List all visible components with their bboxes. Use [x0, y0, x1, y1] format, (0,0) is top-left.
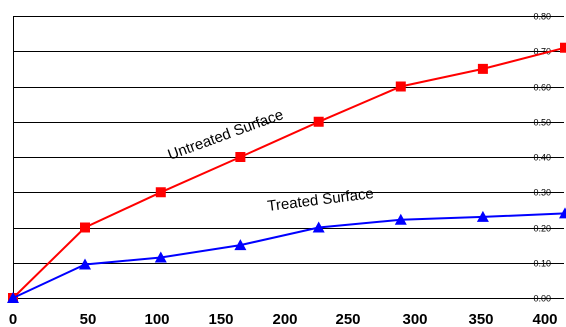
series-line-untreated	[12, 46, 566, 299]
data-point-untreated	[477, 63, 488, 74]
data-point-treated	[154, 251, 167, 263]
x-tick-label: 50	[80, 311, 97, 327]
y-tick-label: 0.80	[533, 12, 551, 22]
x-tick-label: 300	[402, 311, 427, 327]
data-point-untreated	[560, 42, 566, 53]
x-tick-label: 400	[532, 311, 557, 327]
y-tick-label: 0.70	[533, 47, 551, 57]
y-tick-label: 0.40	[533, 153, 551, 163]
data-point-untreated	[155, 187, 166, 198]
series-label-untreated: Untreated Surface	[166, 106, 286, 164]
x-tick-label: 200	[272, 311, 297, 327]
data-point-untreated	[235, 152, 246, 162]
y-tick-label: 0.50	[533, 118, 551, 128]
data-point-treated	[7, 292, 19, 303]
gridlines	[13, 16, 564, 299]
y-tick-label: 0.10	[533, 259, 551, 269]
data-point-treated	[559, 207, 566, 219]
y-axis-ticks: 0.00 0.10 0.20 0.30 0.40 0.50 0.60 0.70 0.80	[533, 12, 551, 304]
x-tick-label: 100	[144, 311, 169, 327]
data-point-treated	[476, 210, 489, 222]
data-point-untreated	[395, 81, 406, 92]
data-point-treated	[394, 213, 407, 225]
x-tick-label: 350	[468, 311, 493, 327]
data-point-treated	[312, 221, 325, 233]
data-point-treated	[79, 258, 91, 270]
x-axis-ticks: 0 50 100 150 200 250 300 350 400	[9, 311, 558, 327]
x-tick-label: 150	[208, 311, 233, 327]
series	[7, 42, 566, 303]
y-tick-label: 0.60	[533, 83, 551, 93]
y-tick-label: 0.20	[533, 224, 551, 234]
data-point-untreated	[80, 222, 90, 233]
y-tick-label: 0.30	[533, 188, 551, 198]
x-tick-label: 0	[9, 311, 17, 327]
y-tick-label: 0.00	[533, 294, 551, 304]
series-line-treated	[12, 212, 566, 299]
series-label-treated: Treated Surface	[266, 185, 374, 215]
data-point-treated	[234, 239, 247, 251]
data-point-untreated	[313, 116, 324, 127]
x-tick-label: 250	[335, 311, 360, 327]
